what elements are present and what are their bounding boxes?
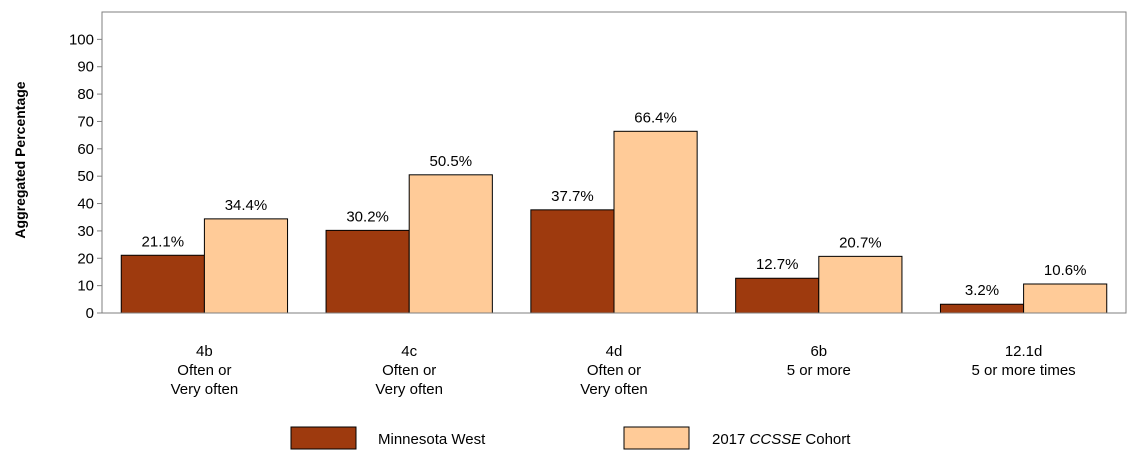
bar-minnesota-west — [939, 303, 1025, 314]
data-label: 12.7% — [756, 256, 799, 273]
legend: Minnesota West 2017 CCSSE Cohort — [290, 426, 851, 450]
category-label: 5 or more times — [971, 362, 1075, 379]
y-axis: 0 10 20 30 40 50 60 70 80 90 100 — [69, 31, 102, 322]
bar-ccsse-cohort — [1023, 283, 1108, 314]
data-label: 50.5% — [430, 153, 473, 170]
data-label: 66.4% — [634, 109, 677, 126]
bars-group — [120, 130, 1108, 314]
legend-label: Minnesota West — [378, 431, 486, 448]
data-label: 20.7% — [839, 234, 882, 251]
category-label: 4b — [196, 343, 213, 360]
y-axis-title: Aggregated Percentage — [12, 81, 28, 238]
data-label: 3.2% — [965, 282, 999, 299]
category-label: 6b — [810, 343, 827, 360]
y-tick-label: 100 — [69, 31, 94, 48]
legend-label: 2017 CCSSE Cohort — [712, 431, 851, 448]
y-tick-label: 30 — [77, 223, 94, 240]
bar-minnesota-west — [120, 254, 205, 314]
y-tick-label: 50 — [77, 168, 94, 185]
category-label: 5 or more — [787, 362, 851, 379]
y-tick-label: 90 — [77, 59, 94, 76]
category-label: Very often — [580, 381, 648, 398]
y-tick-label: 40 — [77, 196, 94, 213]
data-labels: 21.1% 34.4% 30.2% 50.5% 37.7% 66.4% 12.7% 20.7%… — [142, 109, 1087, 299]
bar-minnesota-west — [530, 209, 615, 314]
category-label: 12.1d — [1005, 343, 1043, 360]
category-label: Often or — [382, 362, 436, 379]
x-axis: 4b Often or Very often 4c Often or Very often… — [102, 312, 1126, 398]
category-label: Often or — [587, 362, 641, 379]
legend-swatch — [290, 426, 357, 450]
bar-minnesota-west — [735, 277, 820, 314]
data-label: 34.4% — [225, 197, 268, 214]
bar-ccsse-cohort — [818, 255, 903, 314]
y-tick-label: 80 — [77, 86, 94, 103]
y-tick-label: 70 — [77, 113, 94, 130]
y-tick-label: 60 — [77, 141, 94, 158]
data-label: 21.1% — [142, 233, 185, 250]
category-label: 4d — [606, 343, 623, 360]
y-tick-label: 0 — [86, 305, 94, 322]
bar-ccsse-cohort — [408, 174, 493, 314]
data-label: 37.7% — [551, 188, 594, 205]
bar-minnesota-west — [325, 229, 410, 314]
y-tick-label: 10 — [77, 278, 94, 295]
data-label: 10.6% — [1044, 262, 1087, 279]
category-label: Often or — [177, 362, 231, 379]
data-label: 30.2% — [346, 208, 389, 225]
bar-ccsse-cohort — [203, 218, 289, 314]
category-label: Very often — [171, 381, 239, 398]
category-label: 4c — [401, 343, 417, 360]
y-tick-label: 20 — [77, 250, 94, 267]
category-label: Very often — [375, 381, 443, 398]
legend-swatch — [623, 426, 690, 450]
bar-ccsse-cohort — [613, 130, 698, 314]
